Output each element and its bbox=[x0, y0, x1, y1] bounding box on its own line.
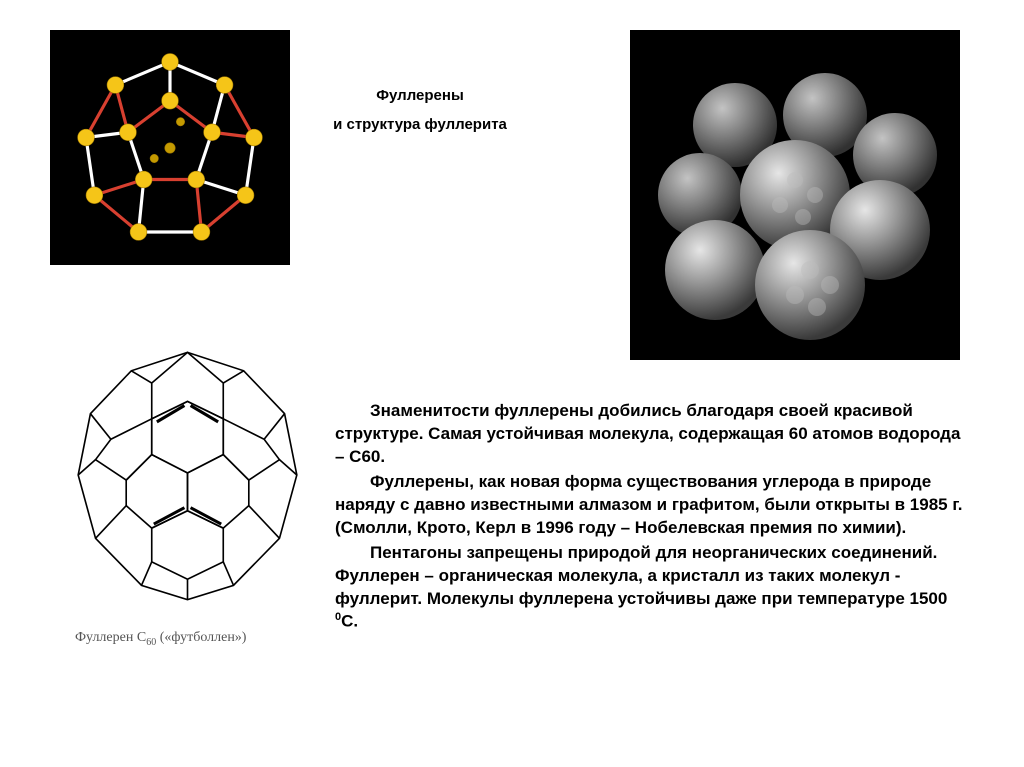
fullerene-schematic bbox=[70, 340, 305, 610]
fullerite-crystal-image bbox=[630, 30, 960, 360]
fullerite-crystal-svg bbox=[645, 45, 945, 345]
caption-suffix: («футболлен») bbox=[156, 630, 246, 645]
title-line-1: Фуллерены bbox=[330, 85, 510, 108]
paragraph-3: Пентагоны запрещены природой для неорган… bbox=[335, 542, 970, 634]
schematic-caption: Фуллерен C60 («футболлен») bbox=[75, 630, 246, 648]
title-block: Фуллерены и структура фуллерита bbox=[330, 85, 510, 136]
caption-prefix: Фуллерен C bbox=[75, 630, 146, 645]
fullerene-model-svg bbox=[65, 43, 275, 253]
fullerene-schematic-svg bbox=[70, 340, 305, 610]
caption-subscript: 60 bbox=[146, 637, 156, 648]
paragraph-2: Фуллерены, как новая форма существования… bbox=[335, 471, 970, 540]
paragraph-1: Знаменитости фуллерены добились благодар… bbox=[335, 400, 970, 469]
body-text: Знаменитости фуллерены добились благодар… bbox=[335, 400, 970, 636]
title-line-2: и структура фуллерита bbox=[330, 114, 510, 137]
fullerene-model-image bbox=[50, 30, 290, 265]
